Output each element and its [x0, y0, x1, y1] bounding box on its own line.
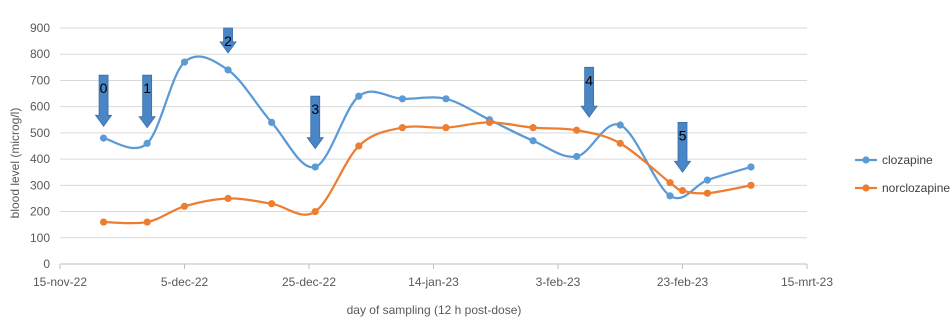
annotation-arrow-0: 0 [94, 74, 113, 128]
y-tick-label: 0 [43, 257, 50, 271]
data-point [703, 189, 712, 197]
arrow-shape [673, 122, 692, 173]
x-tick-label: 15-nov-22 [33, 275, 87, 289]
data-point [703, 176, 712, 184]
arrow-label: 5 [679, 127, 687, 143]
arrow-shape [306, 95, 325, 150]
y-tick-label: 400 [30, 152, 50, 166]
annotation-arrow-2: 2 [219, 27, 237, 54]
x-tick-label: 25-dec-22 [282, 275, 336, 289]
series-line [103, 55, 752, 200]
annotation-arrows: 0 1 2 3 4 5 [94, 27, 692, 173]
annotation-arrow-3: 3 [306, 95, 325, 150]
legend-item-clozapine: clozapine [855, 153, 933, 167]
y-tick-labels: 0 100 200 300 400 500 600 700 800 900 [30, 21, 50, 271]
legend-label: norclozapine [882, 181, 950, 195]
data-point [143, 218, 151, 226]
x-tick-label: 3-feb-23 [536, 275, 581, 289]
y-tick-label: 600 [30, 100, 50, 114]
data-point [573, 126, 581, 134]
legend-item-norclozapine: norclozapine [855, 181, 950, 195]
arrow-label: 2 [224, 33, 232, 49]
data-point [442, 124, 450, 132]
data-point [398, 124, 406, 132]
data-point [529, 137, 537, 145]
arrow-shape [219, 27, 237, 54]
legend-marker [862, 184, 870, 192]
arrow-label: 1 [143, 80, 151, 96]
series-clozapine [99, 55, 755, 200]
x-tick-label: 15-mrt-23 [781, 275, 833, 289]
y-axis-label: blood level (microg/l) [8, 108, 22, 219]
series-norclozapine [99, 118, 755, 226]
y-tick-label: 200 [30, 205, 50, 219]
data-point [224, 66, 232, 74]
x-tick-labels: 15-nov-22 5-dec-22 25-dec-22 14-jan-23 3-feb… [33, 264, 833, 289]
data-point [442, 95, 450, 103]
data-point [747, 181, 755, 189]
arrow-label: 4 [585, 72, 593, 88]
data-point [666, 179, 674, 187]
y-tick-label: 500 [30, 126, 50, 140]
x-tick-label: 23-feb-23 [657, 275, 709, 289]
series-group [99, 55, 755, 226]
arrow-label: 0 [100, 80, 108, 96]
x-axis-label: day of sampling (12 h post-dose) [347, 303, 522, 317]
legend-label: clozapine [882, 153, 933, 167]
annotation-arrow-1: 1 [138, 74, 156, 129]
legend: clozapine norclozapine [855, 153, 950, 195]
data-point [268, 200, 276, 208]
data-point [666, 192, 674, 200]
data-point [485, 118, 494, 126]
data-point [143, 139, 151, 147]
legend-marker [862, 156, 870, 164]
data-point [573, 152, 581, 161]
data-point [99, 134, 108, 142]
y-tick-label: 900 [30, 21, 50, 35]
data-point [224, 194, 232, 203]
data-point [678, 186, 687, 195]
grid-lines [60, 27, 807, 265]
arrow-shape [94, 74, 113, 128]
y-tick-label: 300 [30, 178, 50, 192]
arrow-label: 3 [311, 101, 319, 117]
data-point [616, 121, 624, 129]
data-point [355, 92, 363, 100]
data-point [616, 139, 624, 147]
y-tick-label: 800 [30, 47, 50, 61]
x-tick-label: 14-jan-23 [408, 275, 459, 289]
data-point [355, 142, 363, 150]
data-point [180, 58, 189, 66]
data-point [268, 118, 276, 126]
arrow-shape [580, 66, 598, 118]
x-tick-label: 5-dec-22 [161, 275, 209, 289]
data-point [747, 163, 755, 171]
arrow-shape [138, 74, 156, 129]
annotation-arrow-5: 5 [673, 122, 692, 173]
annotation-arrow-4: 4 [580, 66, 598, 118]
data-point [180, 202, 189, 210]
data-point [99, 218, 108, 226]
data-point [398, 95, 406, 103]
data-point [311, 207, 319, 216]
y-tick-label: 100 [30, 231, 50, 245]
y-tick-label: 700 [30, 73, 50, 87]
data-point [529, 124, 537, 132]
data-point [311, 163, 319, 171]
